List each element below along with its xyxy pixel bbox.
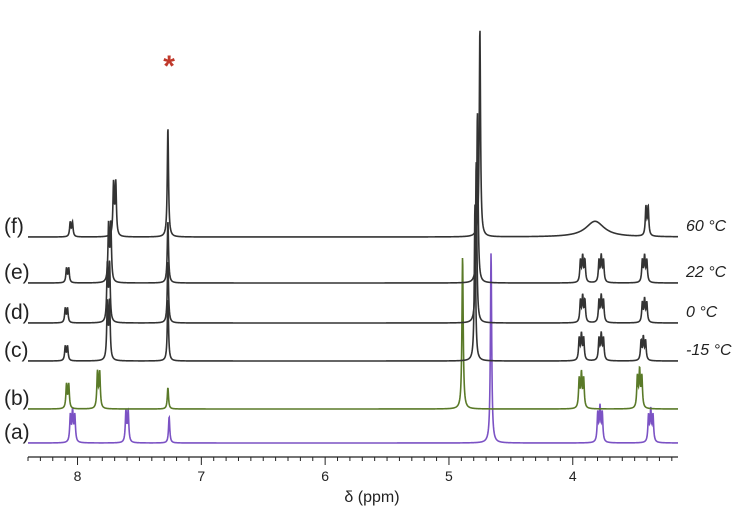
spectrum-trace-c [28, 204, 678, 362]
spectrum-label: (f) [4, 215, 24, 238]
x-tick-label: 7 [197, 468, 205, 484]
x-tick-label: 4 [569, 468, 577, 484]
x-axis: 8 7 6 5 4 [27, 456, 678, 484]
spectrum-trace-f [28, 30, 679, 238]
spectrum-label: (b) [4, 387, 30, 410]
x-axis-label: δ (ppm) [344, 489, 399, 506]
spectra-traces [28, 30, 679, 444]
spectrum-label: (d) [4, 301, 30, 324]
spectrum-trace-d [28, 162, 678, 324]
x-tick-label: 6 [321, 468, 329, 484]
spectrum-trace-b [28, 258, 678, 410]
spectrum-label: (e) [4, 261, 30, 284]
x-tick-label: 8 [74, 468, 82, 484]
spectrum-trace-a [28, 253, 679, 444]
spectrum-label: (a) [4, 421, 30, 444]
x-tick-label: 5 [445, 468, 453, 484]
spectrum-label: (c) [4, 339, 29, 362]
temperature-label: 60 °C [686, 218, 727, 235]
temperature-label: -15 °C [686, 342, 732, 359]
spectrum-trace-e [28, 113, 678, 284]
solvent-peak-marker: * [163, 50, 175, 83]
temperature-labels: -15 °C 0 °C 22 °C 60 °C [685, 218, 732, 359]
temperature-label: 22 °C [685, 264, 727, 281]
spectrum-labels: (a) (b) (c) (d) (e) (f) [4, 215, 30, 444]
temperature-label: 0 °C [686, 304, 718, 321]
